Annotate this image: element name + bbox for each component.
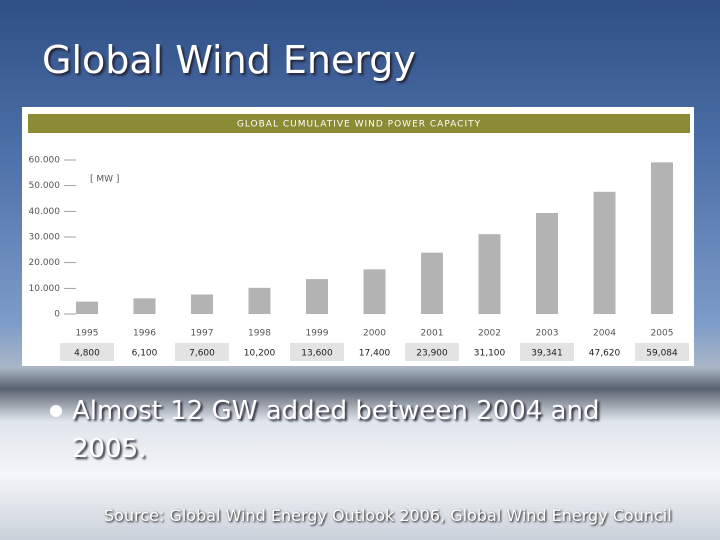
x-tick-label: 1999	[306, 329, 329, 339]
value-label: 59,084	[646, 349, 678, 359]
bar	[76, 301, 98, 314]
bar	[593, 191, 616, 314]
unit-label: [ MW ]	[90, 175, 119, 185]
value-label-bg	[405, 343, 459, 361]
x-tick-label: 1995	[76, 329, 99, 339]
bar	[363, 269, 386, 314]
y-tick-label: 60.000	[29, 156, 61, 166]
x-tick-label: 2005	[651, 329, 674, 339]
value-label: 23,900	[416, 349, 448, 359]
x-tick-label: 2001	[421, 329, 444, 339]
y-tick-label: 50.000	[29, 181, 61, 191]
bar	[306, 279, 328, 314]
x-tick-label: 2002	[478, 329, 501, 339]
value-label-bg	[520, 343, 574, 361]
bar	[421, 252, 443, 314]
value-label: 17,400	[359, 349, 391, 359]
value-label: 39,341	[531, 349, 563, 359]
y-tick-label: 10.000	[29, 284, 61, 294]
bar	[536, 213, 558, 314]
value-label: 4,800	[74, 349, 100, 359]
bar	[651, 162, 673, 314]
bullet-dot	[50, 405, 62, 417]
y-tick-label: 30.000	[29, 233, 61, 243]
y-tick-label: 40.000	[29, 207, 61, 217]
value-label-bg	[60, 343, 114, 361]
bar	[248, 287, 271, 314]
value-label: 6,100	[132, 349, 158, 359]
chart-panel	[22, 107, 694, 366]
value-label-bg	[175, 343, 229, 361]
x-tick-label: 2000	[363, 329, 386, 339]
value-label: 7,600	[189, 349, 215, 359]
bar	[478, 234, 501, 314]
value-label: 47,620	[589, 349, 621, 359]
bullet-text: Almost 12 GW added between 2004 and 2005…	[72, 396, 600, 464]
y-tick-label: 0	[54, 310, 60, 320]
value-label-bg	[635, 343, 689, 361]
source-text: Source: Global Wind Energy Outlook 2006,…	[104, 506, 672, 525]
value-label: 13,600	[301, 349, 333, 359]
x-tick-label: 1998	[248, 329, 271, 339]
x-tick-label: 2004	[593, 329, 616, 339]
slide-title: Global Wind Energy	[42, 38, 416, 82]
x-tick-label: 1996	[133, 329, 156, 339]
chart-title: GLOBAL CUMULATIVE WIND POWER CAPACITY	[237, 120, 481, 130]
value-label: 31,100	[474, 349, 506, 359]
bar	[191, 294, 213, 314]
y-tick-label: 20.000	[29, 258, 61, 268]
x-tick-label: 1997	[191, 329, 214, 339]
value-label: 10,200	[244, 349, 276, 359]
value-label-bg	[290, 343, 344, 361]
x-tick-label: 2003	[536, 329, 559, 339]
chart-title-bar	[28, 114, 690, 133]
bar	[133, 298, 156, 314]
